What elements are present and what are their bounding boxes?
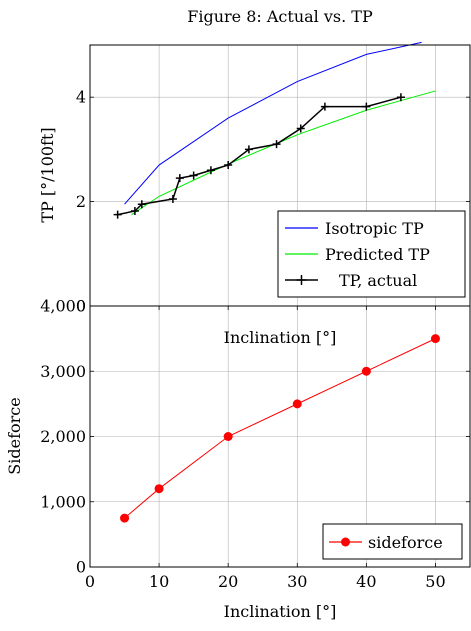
series-line-predicted-tp: [131, 90, 436, 216]
y-tick-label: 4: [76, 88, 86, 107]
data-point-tp-actual: [272, 140, 281, 149]
y-tick-label: 1,000: [40, 492, 86, 511]
legend-label-tp-actual: TP, actual: [339, 271, 417, 290]
series-line-isotropic-tp: [124, 41, 422, 205]
data-point-tp-actual: [320, 102, 329, 111]
x-tick-label: 20: [218, 572, 238, 591]
data-point-sideforce: [292, 399, 302, 409]
data-point-tp-actual: [113, 210, 122, 219]
legend-label-predicted-tp: Predicted TP: [325, 245, 430, 264]
data-point-tp-actual: [137, 200, 146, 209]
bottom-y-axis-label: Sideforce: [5, 397, 24, 474]
data-point-tp-actual: [296, 124, 305, 133]
y-tick-label: 3,000: [40, 362, 86, 381]
legend-label-isotropic-tp: Isotropic TP: [325, 219, 424, 238]
y-tick-label: 0: [76, 558, 86, 577]
top-y-axis-label: TP [°/100ft]: [38, 127, 57, 222]
x-tick-label: 10: [149, 572, 169, 591]
bottom-x-axis-label: Inclination [°]: [224, 602, 337, 621]
data-point-tp-actual: [244, 145, 253, 154]
series-line-tp-actual: [117, 96, 402, 216]
x-tick-label: 40: [356, 572, 376, 591]
y-tick-label: 0: [76, 297, 86, 316]
data-point-tp-actual: [396, 93, 405, 102]
bottom-x-ticks: 0 10 20 30 40 50: [85, 306, 446, 591]
top-legend: Isotropic TP Predicted TP TP, actual: [277, 210, 466, 298]
x-tick-label: 30: [287, 572, 307, 591]
top-chart-title: Figure 8: Actual vs. TP: [187, 7, 373, 26]
sideforce-panel: Inclination [°] 0 1,000 2,000 3,000 4,000 0 1…: [5, 297, 471, 621]
data-point-tp-actual: [362, 102, 371, 111]
data-point-sideforce: [361, 366, 371, 376]
top-series: [113, 41, 436, 219]
tp-panel: Figure 8: Actual vs. TP 0 2 4 TP [°/100ft]…: [38, 7, 471, 316]
data-point-tp-actual: [130, 206, 139, 215]
bottom-series: [120, 334, 440, 523]
series-line-sideforce: [124, 338, 436, 519]
data-point-tp-actual: [224, 161, 233, 170]
data-point-tp-actual: [206, 166, 215, 175]
data-point-sideforce: [223, 432, 233, 441]
data-point-sideforce: [120, 513, 130, 523]
y-tick-label: 2: [76, 192, 86, 211]
legend-marker-sideforce: [341, 537, 350, 547]
bottom-chart-title: Inclination [°]: [224, 328, 337, 347]
y-tick-label: 2,000: [40, 427, 86, 446]
legend-marker-tp-actual: [296, 275, 307, 285]
x-tick-label: 0: [85, 572, 95, 591]
legend-label-sideforce: sideforce: [368, 533, 443, 552]
bottom-y-ticks: 0 1,000 2,000 3,000 4,000: [40, 297, 470, 577]
y-tick-label: 4,000: [40, 297, 86, 316]
data-point-tp-actual: [168, 194, 177, 203]
bottom-legend: sideforce: [322, 523, 463, 560]
data-point-tp-actual: [175, 174, 184, 183]
data-point-tp-actual: [189, 171, 198, 180]
data-point-sideforce: [430, 334, 440, 344]
data-point-sideforce: [154, 484, 164, 494]
x-tick-label: 50: [425, 572, 445, 591]
